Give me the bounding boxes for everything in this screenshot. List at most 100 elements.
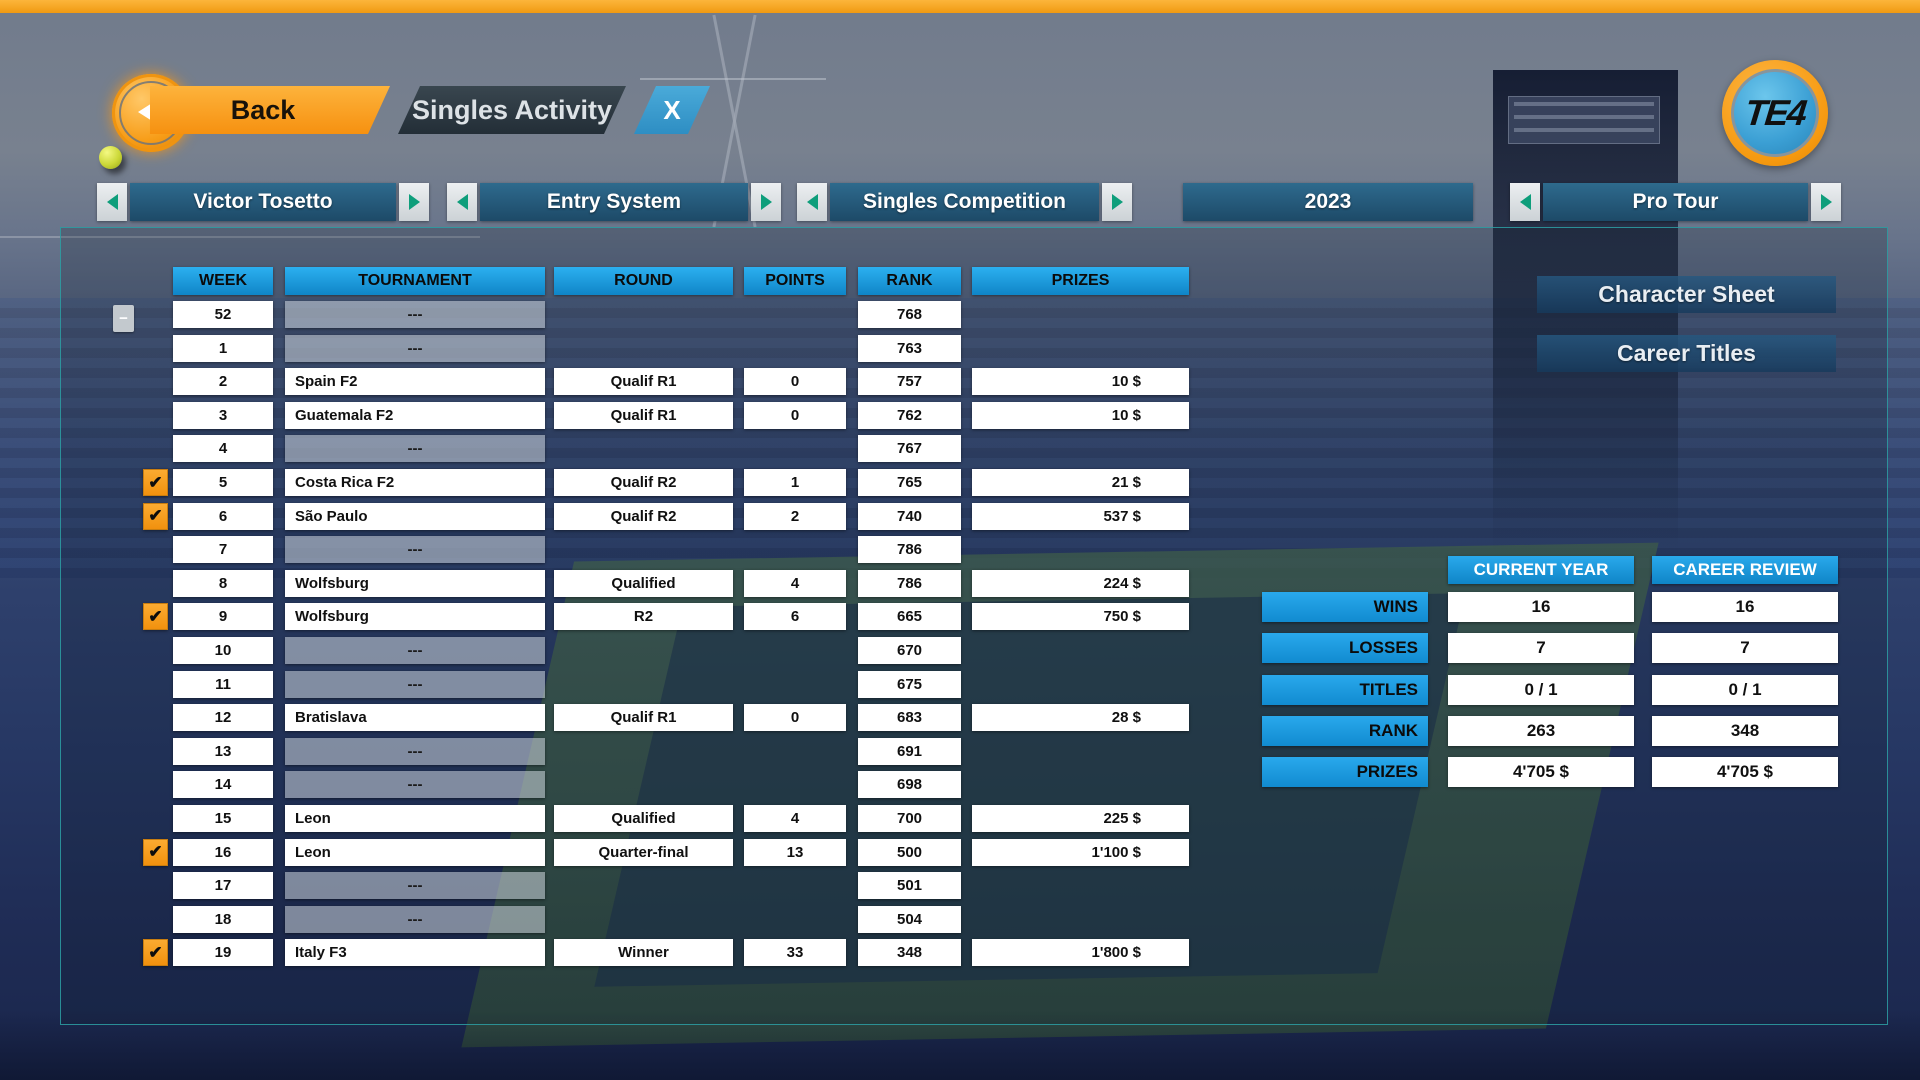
tournament-cell: --- [285,670,545,698]
mode-label: Entry System [546,190,682,213]
top-accent-bar [0,0,1920,13]
competition-next-button[interactable] [1102,183,1132,221]
tournament-cell: --- [285,536,545,564]
column-header-points: POINTS [744,267,846,295]
week-cell: 12 [173,704,273,732]
stats-header-career-review: CAREER REVIEW [1652,556,1838,584]
stat-row: LOSSES 7 7 [1262,633,1838,664]
prizes-cell: 224 $ [972,569,1189,597]
page-title-label: Singles Activity [411,94,613,125]
check-icon: ✔ [148,472,163,492]
rank-cell: 683 [858,704,961,732]
points-cell: 0 [744,401,846,429]
week-cell: 17 [173,872,273,900]
rank-cell: 348 [858,939,961,967]
stat-label: WINS [1262,592,1428,622]
te4-logo-inner: TE4 [1731,69,1819,157]
player-next-button[interactable] [399,183,429,221]
tour-prev-button[interactable] [1510,183,1540,221]
mode-prev-button[interactable] [447,183,477,221]
points-cell: 13 [744,838,846,866]
stat-label: PRIZES [1262,757,1428,788]
character-sheet-button[interactable]: Character Sheet [1537,276,1836,313]
career-titles-button[interactable]: Career Titles [1537,335,1836,372]
tournament-cell: --- [285,737,545,765]
table-row: 7 --- 786 [113,536,1193,564]
column-header-rank: RANK [858,267,961,295]
results-rows: − 52 --- 768 1 --- 763 2 Spain F2 Qualif… [113,301,1193,1001]
round-cell: R2 [554,603,733,631]
week-checkbox[interactable]: ✔ [143,939,168,967]
tour-next-button[interactable] [1811,183,1841,221]
rank-cell: 501 [858,872,961,900]
tournament-cell: --- [285,872,545,900]
week-checkbox[interactable]: ✔ [143,502,168,530]
points-cell: 1 [744,469,846,496]
page-title: Singles Activity [398,86,626,134]
stat-current-value: 263 [1448,715,1634,746]
week-checkbox[interactable]: ✔ [143,603,168,631]
rank-cell: 700 [858,805,961,832]
week-cell: 4 [173,435,273,463]
stat-career-value: 16 [1652,592,1838,622]
table-row: 17 --- 501 [113,872,1193,900]
rank-cell: 768 [858,301,961,328]
scoreboard-screen-backdrop [1508,96,1660,144]
prizes-cell: 537 $ [972,502,1189,530]
week-cell: 7 [173,536,273,564]
column-header-tournament: TOURNAMENT [285,267,545,295]
check-icon: ✔ [148,506,163,526]
rank-cell: 504 [858,905,961,933]
points-cell: 2 [744,502,846,530]
stat-career-value: 7 [1652,633,1838,664]
tournament-cell: --- [285,435,545,463]
table-row: 10 --- 670 [113,637,1193,664]
table-row: 11 --- 675 [113,670,1193,698]
rank-cell: 786 [858,536,961,564]
player-name: Victor Tosetto [193,190,333,213]
arrow-right-icon [1111,194,1123,210]
check-icon: ✔ [148,942,163,962]
check-icon: ✔ [148,842,163,862]
rank-cell: 762 [858,401,961,429]
week-cell: 15 [173,805,273,832]
tournament-cell: Spain F2 [285,368,545,396]
tournament-cell: Italy F3 [285,939,545,967]
arrow-left-icon [456,194,468,210]
table-row: ✔ 9 Wolfsburg R2 6 665 750 $ [113,603,1193,631]
table-row: ✔ 16 Leon Quarter-final 13 500 1'100 $ [113,838,1193,866]
round-cell: Qualif R1 [554,704,733,732]
player-selector: Victor Tosetto [130,183,396,221]
rank-cell: 665 [858,603,961,631]
week-checkbox[interactable]: ✔ [143,838,168,866]
table-row: − 52 --- 768 [113,301,1193,332]
player-prev-button[interactable] [97,183,127,221]
table-row: 18 --- 504 [113,905,1193,933]
stat-current-value: 7 [1448,633,1634,664]
character-sheet-label: Character Sheet [1598,281,1775,307]
column-header-prizes: PRIZES [972,267,1189,295]
tour-selector: Pro Tour [1543,183,1808,221]
arrow-left-icon [806,194,818,210]
competition-prev-button[interactable] [797,183,827,221]
mode-next-button[interactable] [751,183,781,221]
tournament-cell: --- [285,637,545,664]
competition-label: Singles Competition [862,190,1066,213]
back-button-label[interactable]: Back [150,86,390,134]
tournament-cell: São Paulo [285,502,545,530]
rank-cell: 691 [858,737,961,765]
minus-icon: − [119,310,128,327]
stats-rows: WINS 16 16 LOSSES 7 7 TITLES 0 / 1 0 / 1… [1262,592,1838,802]
points-cell: 0 [744,704,846,732]
rank-cell: 765 [858,469,961,496]
arrow-right-icon [1820,194,1832,210]
collapse-button[interactable]: − [113,305,134,332]
week-checkbox[interactable]: ✔ [143,469,168,496]
rank-cell: 675 [858,670,961,698]
tournament-cell: Leon [285,805,545,832]
prizes-cell: 10 $ [972,368,1189,396]
tournament-cell: Guatemala F2 [285,401,545,429]
rank-cell: 763 [858,334,961,362]
tour-label: Pro Tour [1632,190,1719,213]
stat-current-value: 16 [1448,592,1634,622]
